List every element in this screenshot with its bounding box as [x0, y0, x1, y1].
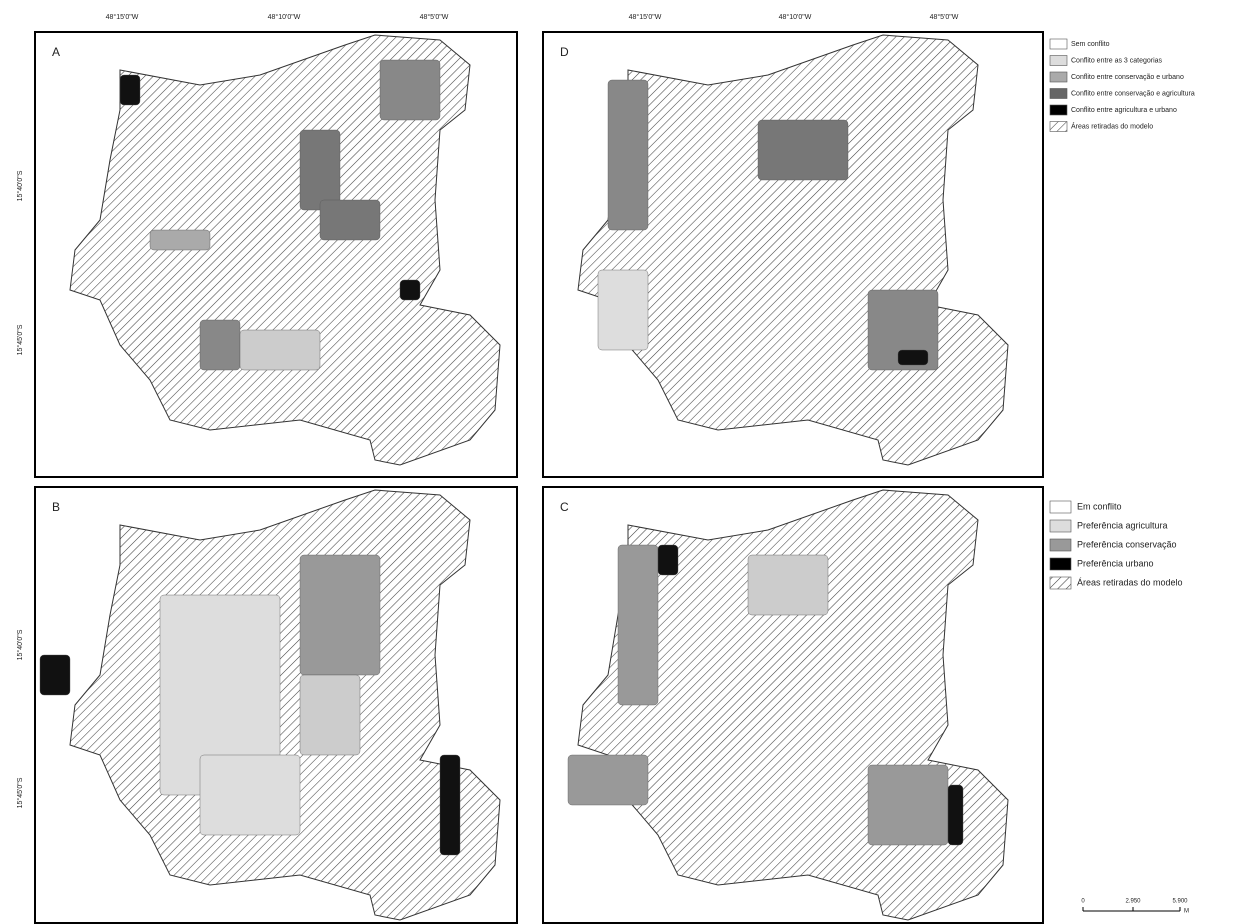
map-panel: C — [543, 487, 1043, 923]
land-patch — [120, 75, 140, 105]
scale-label: 5.900 — [1172, 899, 1188, 905]
legend-label: Áreas retiradas do modelo — [1077, 577, 1183, 587]
scale-label: 0 — [1081, 899, 1085, 905]
legend-swatch — [1050, 72, 1067, 82]
legend-label: Sem conflito — [1071, 41, 1110, 48]
panel-label: D — [560, 45, 569, 59]
land-patch — [200, 320, 240, 370]
legend-swatch — [1050, 539, 1071, 551]
land-patch — [868, 765, 948, 845]
land-patch — [608, 80, 648, 230]
legend-swatch — [1050, 56, 1067, 66]
legend-swatch — [1050, 89, 1067, 99]
land-patch — [320, 200, 380, 240]
panel-label: C — [560, 500, 569, 514]
legend-swatch — [1050, 122, 1067, 132]
panel-label: A — [52, 45, 60, 59]
latitude-label: 15°45'0"S — [16, 324, 24, 355]
legend-swatch — [1050, 39, 1067, 49]
figure: A D B C Sem conflito Conflito entre as 3 cat… — [0, 0, 1256, 924]
legend-swatch — [1050, 105, 1067, 115]
legend-label: Preferência conservação — [1077, 539, 1177, 549]
land-patch — [300, 555, 380, 675]
land-patch — [658, 545, 678, 575]
panels: A D B C — [35, 32, 1043, 923]
legend-label: Preferência urbano — [1077, 558, 1154, 568]
latitude-label: 15°40'0"S — [16, 629, 24, 660]
land-patch — [758, 120, 848, 180]
longitude-label: 48°10'0"W — [268, 13, 301, 21]
land-patch — [748, 555, 828, 615]
map-panel: A — [35, 32, 517, 477]
legend-label: Conflito entre conservação e agricultura — [1071, 90, 1195, 97]
legend-label: Conflito entre agricultura e urbano — [1071, 107, 1177, 114]
longitude-label: 48°10'0"W — [779, 13, 812, 21]
land-patch — [300, 675, 360, 755]
legend-label: Em conflito — [1077, 501, 1122, 511]
longitude-label: 48°15'0"W — [106, 13, 139, 21]
land-patch — [240, 330, 320, 370]
legend-label: Áreas retiradas do modelo — [1071, 121, 1153, 130]
latitude-label: 15°45'0"S — [16, 777, 24, 808]
land-patch — [150, 230, 210, 250]
land-patch — [40, 655, 70, 695]
scale-label: 2.950 — [1125, 899, 1141, 905]
scale-unit: M — [1184, 909, 1189, 915]
land-patch — [380, 60, 440, 120]
latitude-label: 15°40'0"S — [16, 170, 24, 201]
land-patch — [440, 755, 460, 855]
land-patch — [598, 270, 648, 350]
legend-swatch — [1050, 520, 1071, 532]
legend-swatch — [1050, 558, 1071, 570]
legend-swatch — [1050, 577, 1071, 589]
longitude-label: 48°5'0"W — [420, 13, 449, 21]
panel-label: B — [52, 500, 60, 514]
legend-label: Conflito entre conservação e urbano — [1071, 74, 1184, 81]
longitude-label: 48°5'0"W — [930, 13, 959, 21]
land-patch — [898, 350, 928, 365]
map-panel: D — [543, 32, 1043, 477]
land-patch — [200, 755, 300, 835]
land-patch — [948, 785, 963, 845]
land-patch — [400, 280, 420, 300]
land-patch — [618, 545, 658, 705]
legend-label: Preferência agricultura — [1077, 520, 1168, 530]
land-patch — [300, 130, 340, 210]
legend-label: Conflito entre as 3 categorias — [1071, 57, 1163, 64]
legends: Sem conflito Conflito entre as 3 categori… — [1050, 39, 1195, 915]
map-panel: B — [35, 487, 517, 923]
longitude-label: 48°15'0"W — [629, 13, 662, 21]
land-patch — [568, 755, 648, 805]
legend-swatch — [1050, 501, 1071, 513]
